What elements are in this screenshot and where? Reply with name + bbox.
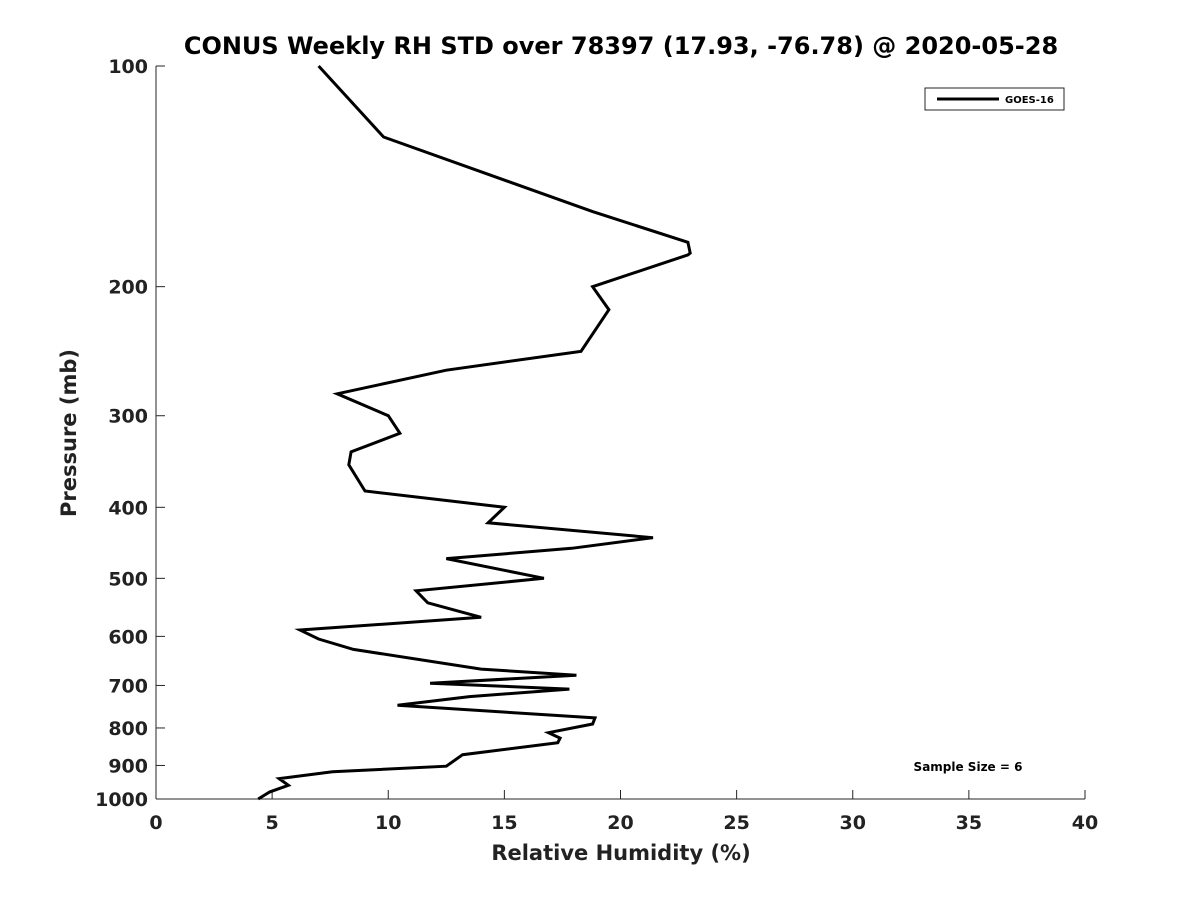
y-axis-label: Pressure (mb)	[57, 349, 81, 517]
sample-size-annotation: Sample Size = 6	[914, 760, 1023, 774]
x-tick-label: 35	[956, 812, 982, 834]
x-tick-label: 5	[266, 812, 279, 834]
y-tick-label: 100	[108, 56, 148, 78]
y-tick-label: 300	[108, 406, 148, 428]
x-tick-label: 15	[491, 812, 517, 834]
x-tick-label: 25	[723, 812, 749, 834]
y-tick-label: 1000	[95, 789, 148, 811]
chart-title: CONUS Weekly RH STD over 78397 (17.93, -…	[184, 32, 1058, 60]
x-tick-label: 40	[1072, 812, 1098, 834]
x-tick-label: 30	[840, 812, 866, 834]
x-tick-label: 10	[375, 812, 401, 834]
y-tick-label: 500	[108, 568, 148, 590]
y-tick-label: 700	[108, 675, 148, 697]
x-tick-label: 0	[149, 812, 162, 834]
plot-area: 0 5 10 15 20 25 30 35 40 100 200 300 400 500 600 700 800…	[95, 56, 1098, 834]
x-axis-label: Relative Humidity (%)	[491, 841, 750, 865]
y-tick-label: 200	[108, 277, 148, 299]
y-tick-label: 900	[108, 755, 148, 777]
series-line-goes-16	[257, 64, 692, 801]
y-tick-label: 800	[108, 718, 148, 740]
y-tick-label: 600	[108, 626, 148, 648]
x-tick-label: 20	[607, 812, 633, 834]
y-tick-label: 400	[108, 497, 148, 519]
legend-label: GOES-16	[1005, 95, 1054, 106]
